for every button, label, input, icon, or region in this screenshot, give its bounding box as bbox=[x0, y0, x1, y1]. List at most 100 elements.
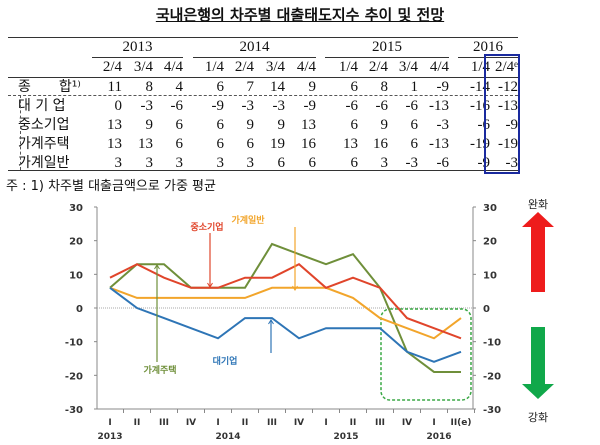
x-tick-label: II bbox=[350, 418, 357, 428]
forecast-highlight-box bbox=[380, 308, 472, 401]
cell: -9 bbox=[211, 98, 225, 114]
cell: 11 bbox=[107, 79, 122, 95]
table-row: 종 합¹⁾ 11 8 4 6 7 14 9 6 8 1 -9 -14 -12 bbox=[8, 78, 518, 98]
row-label: 가계주택 bbox=[18, 136, 70, 152]
cell: -6 bbox=[477, 117, 491, 133]
year-label: 2016 bbox=[426, 432, 451, 442]
year-label: 2013 bbox=[97, 432, 122, 442]
cell: 2/4ᵉ bbox=[490, 57, 518, 78]
series-line-3 bbox=[109, 286, 462, 340]
x-tick-label: IV bbox=[294, 418, 304, 428]
cell: 3 bbox=[380, 155, 389, 171]
cell: 6 bbox=[350, 155, 359, 171]
cell: 1/4 bbox=[325, 57, 358, 78]
cell: 9 bbox=[380, 117, 389, 133]
row-label: 가계일반 bbox=[18, 155, 70, 171]
cell: 13 bbox=[107, 136, 122, 152]
x-tick-label: II(e) bbox=[450, 418, 471, 428]
cell: 8 bbox=[145, 79, 154, 95]
cell: 1/4 bbox=[193, 57, 224, 78]
cell: -13 bbox=[498, 98, 518, 114]
x-tick-label: I bbox=[432, 418, 435, 428]
row-label: 중소기업 bbox=[18, 117, 70, 133]
table-row: 가계일반 3 3 3 3 3 6 6 6 3 -3 -6 -9 -3 bbox=[8, 154, 518, 173]
table-row: 가계주택 13 13 6 6 6 19 16 13 16 6 -13 -19 -19 bbox=[8, 135, 518, 154]
cell: 9 bbox=[246, 117, 255, 133]
cell: 6 bbox=[410, 117, 419, 133]
x-tick-label: III bbox=[375, 418, 385, 428]
cell: 1 bbox=[410, 79, 419, 95]
year-label: 2015 bbox=[333, 432, 358, 442]
y-tick-label-left: 0 bbox=[76, 304, 83, 315]
footnote: 주 : 1) 차주별 대출금액으로 가중 평균 bbox=[6, 179, 216, 194]
cell: 6 bbox=[308, 155, 317, 171]
cell: 3/4 bbox=[388, 57, 418, 78]
table-row: 중소기업 13 9 6 6 9 9 13 6 9 6 -3 -6 -9 bbox=[8, 116, 518, 135]
cell: -6 bbox=[405, 98, 419, 114]
y-tick-label-left: -10 bbox=[65, 338, 83, 349]
year-header: 2015 bbox=[325, 38, 449, 58]
cell: 6 bbox=[216, 136, 225, 152]
subgroup-bracket bbox=[20, 95, 21, 170]
x-tick-label: I bbox=[324, 418, 327, 428]
cell: 6 bbox=[216, 79, 225, 95]
y-tick-label-right: -10 bbox=[483, 338, 501, 349]
y-tick-label-left: -20 bbox=[65, 371, 83, 382]
cell: 13 bbox=[138, 136, 153, 152]
cell: -3 bbox=[505, 155, 519, 171]
cell: -6 bbox=[345, 98, 359, 114]
table-bottom-rule bbox=[8, 170, 518, 171]
cell: 3 bbox=[114, 155, 123, 171]
cell: 3 bbox=[216, 155, 225, 171]
cell: 7 bbox=[246, 79, 255, 95]
cell: 4/4 bbox=[418, 57, 449, 78]
cell: 6 bbox=[350, 117, 359, 133]
year-header: 2016 bbox=[458, 38, 518, 58]
arrowhead-icon bbox=[207, 282, 213, 288]
row-label: 종 합¹⁾ bbox=[18, 79, 81, 95]
cell: 13 bbox=[343, 136, 358, 152]
y-tick-label-left: 30 bbox=[69, 203, 83, 214]
quarter-header-row: 2/4 3/4 4/4 1/4 2/4 3/4 4/4 1/4 2/4 3/4 4/4 1/4 2/4ᵉ bbox=[8, 57, 518, 78]
cell: 8 bbox=[380, 79, 389, 95]
cell: 2/4 bbox=[224, 57, 254, 78]
y-tick-label-left: 10 bbox=[69, 270, 83, 281]
cell: 6 bbox=[216, 117, 225, 133]
x-tick-label: II bbox=[242, 418, 249, 428]
x-tick-label: II bbox=[134, 418, 141, 428]
y-tick-label-right: 10 bbox=[483, 270, 497, 281]
cell: -13 bbox=[429, 136, 449, 152]
index-table: 2013 2014 2015 2016 2/4 3/4 4/4 1/4 2/4 3/4 4/4 1/4… bbox=[8, 38, 518, 173]
y-tick-label-left: -30 bbox=[65, 405, 83, 416]
cell: 13 bbox=[301, 117, 316, 133]
cell: 6 bbox=[175, 117, 184, 133]
y-tick-label-right: -30 bbox=[483, 405, 501, 416]
cell: -3 bbox=[272, 98, 286, 114]
cell: 4/4 bbox=[285, 57, 316, 78]
cell: 9 bbox=[145, 117, 154, 133]
series-label: 가계일반 bbox=[231, 214, 265, 226]
easing-label: 완화 bbox=[528, 198, 548, 211]
cell: -12 bbox=[498, 79, 518, 95]
cell: 3 bbox=[145, 155, 154, 171]
y-tick-label-left: 20 bbox=[69, 237, 83, 248]
arrowhead-icon bbox=[154, 264, 160, 270]
x-tick-label: IV bbox=[186, 418, 196, 428]
cell: -6 bbox=[375, 98, 389, 114]
cell: -3 bbox=[405, 155, 419, 171]
series-line-1 bbox=[109, 263, 462, 340]
x-tick-label: III bbox=[267, 418, 277, 428]
tightening-label: 강화 bbox=[528, 411, 548, 424]
y-tick-label-right: 30 bbox=[483, 203, 497, 214]
series-line-2 bbox=[109, 242, 461, 373]
cell: -9 bbox=[303, 98, 317, 114]
arrowhead-icon bbox=[268, 319, 274, 325]
cell: 13 bbox=[107, 117, 122, 133]
cell: 3 bbox=[175, 155, 184, 171]
up-arrow-icon bbox=[522, 212, 554, 292]
series-label: 중소기업 bbox=[190, 221, 223, 233]
cell: 3 bbox=[246, 155, 255, 171]
series-line-0 bbox=[109, 286, 462, 363]
cell: -9 bbox=[477, 155, 491, 171]
